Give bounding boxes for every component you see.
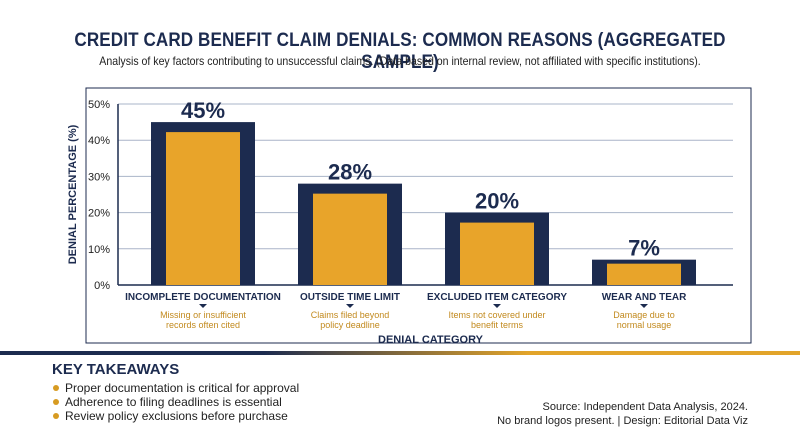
chart-title: CREDIT CARD BENEFIT CLAIM DENIALS: COMMO… [74,30,726,73]
takeaway-text: Proper documentation is critical for app… [65,381,300,395]
bullet-icon [53,385,59,391]
x-tick-label: OUTSIDE TIME LIMIT [300,292,400,303]
x-tick-label: EXCLUDED ITEM CATEGORY [427,292,567,303]
annotation-text: records often cited [166,320,240,330]
y-tick-label: 40% [88,135,110,147]
y-tick-label: 0% [94,280,110,292]
annotation-text: policy deadline [320,320,380,330]
takeaway-item: Adherence to filing deadlines is essenti… [52,395,299,409]
annotation-text: benefit terms [471,320,524,330]
x-axis-label: DENIAL CATEGORY [378,334,484,346]
annotation-text: Items not covered under [448,310,545,320]
bar-chart: 0% 10% 20% 30% 40% 50% DENIAL PERCENTAGE (%) 45… [67,87,752,346]
takeaway-item: Review policy exclusions before purchase [52,409,299,423]
source-note: Source: Independent Data Analysis, 2024.… [497,400,748,428]
y-tick-label: 50% [88,99,110,111]
section-divider [0,351,800,355]
bar [166,132,240,285]
credit-line: No brand logos present. | Design: Editor… [497,415,748,427]
takeaway-item: Proper documentation is critical for app… [52,381,299,395]
bullet-icon [53,399,59,405]
annotation-text: Missing or insufficient [160,310,246,320]
chart-subtitle: Analysis of key factors contributing to … [99,54,701,68]
pointer-icon [199,304,207,308]
y-tick-label: 20% [88,208,110,220]
takeaway-text: Review policy exclusions before purchase [65,409,288,423]
data-label: 7% [628,236,660,261]
x-tick-label: INCOMPLETE DOCUMENTATION [125,292,281,303]
takeaways-title: KEY TAKEAWAYS [52,361,180,378]
takeaways-list: Proper documentation is critical for app… [52,381,299,423]
annotation-text: normal usage [617,320,672,330]
annotation-text: Damage due to [613,310,675,320]
bar [607,263,681,285]
bar [313,193,387,285]
annotation-text: Claims filed beyond [311,310,390,320]
data-label: 20% [475,189,519,214]
plot-frame [85,87,752,344]
x-tick-label: WEAR AND TEAR [602,292,687,303]
bar [460,222,534,285]
data-label: 28% [328,160,372,185]
data-label: 45% [181,98,225,123]
pointer-icon [346,304,354,308]
y-axis-label: DENIAL PERCENTAGE (%) [67,124,79,264]
source-line: Source: Independent Data Analysis, 2024. [542,401,748,413]
takeaway-text: Adherence to filing deadlines is essenti… [65,395,282,409]
bullet-icon [53,413,59,419]
y-tick-label: 10% [88,244,110,256]
y-tick-label: 30% [88,171,110,183]
pointer-icon [493,304,501,308]
pointer-icon [640,304,648,308]
